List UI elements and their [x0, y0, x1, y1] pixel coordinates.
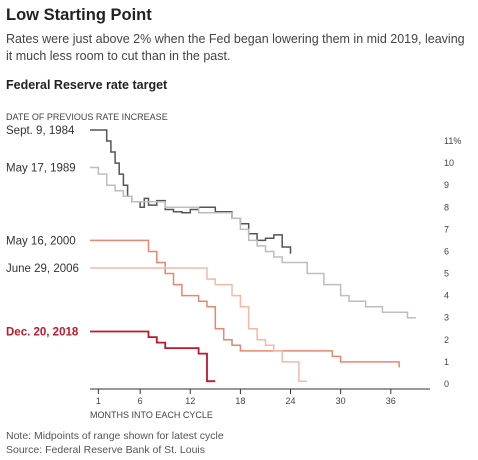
y-tick-label: 1: [444, 357, 449, 367]
series-labels: Sept. 9, 1984 May 17, 1989 May 16, 2000 Jun…: [5, 123, 81, 340]
y-tick-label: 11%: [444, 136, 461, 146]
chart-note: Note: Midpoints of range shown for lates…: [6, 430, 224, 442]
y-tick-label: 0: [444, 379, 449, 389]
x-tick-label: 6: [138, 396, 143, 406]
series-line-may-16-2000: [90, 239, 400, 368]
y-tick-label: 3: [444, 313, 449, 323]
series-label-dec-20-2018: Dec. 20, 2018: [6, 327, 79, 339]
x-tick-label: 24: [286, 396, 296, 406]
y-tick-label: 7: [444, 224, 449, 234]
series-label-sept-9-1984: Sept. 9, 1984: [6, 125, 75, 137]
page-subtitle: Rates were just above 2% when the Fed be…: [6, 32, 465, 63]
y-tick-label: 8: [444, 202, 449, 212]
x-axis: 1 6 12 18 24 30 36: [90, 388, 430, 406]
chart-title: Federal Reserve rate target: [6, 78, 168, 92]
y-tick-label: 9: [444, 180, 449, 190]
y-tick-label: 4: [444, 291, 449, 301]
y-tick-label: 5: [444, 269, 449, 279]
x-tick-label: 36: [386, 396, 396, 406]
y-tick-label: 6: [444, 246, 449, 256]
x-axis-label: MONTHS INTO EACH CYCLE: [90, 410, 213, 420]
series-label-may-17-1989: May 17, 1989: [6, 163, 76, 175]
x-tick-label: 12: [185, 396, 195, 406]
series-lines: [90, 129, 416, 383]
series-line-june-29-2006: [90, 267, 308, 382]
x-tick-label: 18: [235, 396, 245, 406]
series-label-may-16-2000: May 16, 2000: [6, 235, 76, 247]
series-line-sept-9-1984: [90, 129, 292, 254]
x-tick-label: 30: [336, 396, 346, 406]
series-line-dec-20-2018: [90, 330, 216, 383]
x-tick-label: 1: [96, 396, 101, 406]
legend-title: DATE OF PREVIOUS RATE INCREASE: [6, 112, 168, 122]
chart-source: Source: Federal Reserve Bank of St. Loui…: [6, 444, 206, 456]
page-title: Low Starting Point: [6, 6, 152, 24]
y-tick-label: 10: [444, 158, 454, 168]
series-line-may-17-1989: [90, 166, 416, 319]
series-label-june-29-2006: June 29, 2006: [6, 263, 79, 275]
y-tick-label: 2: [444, 335, 449, 345]
